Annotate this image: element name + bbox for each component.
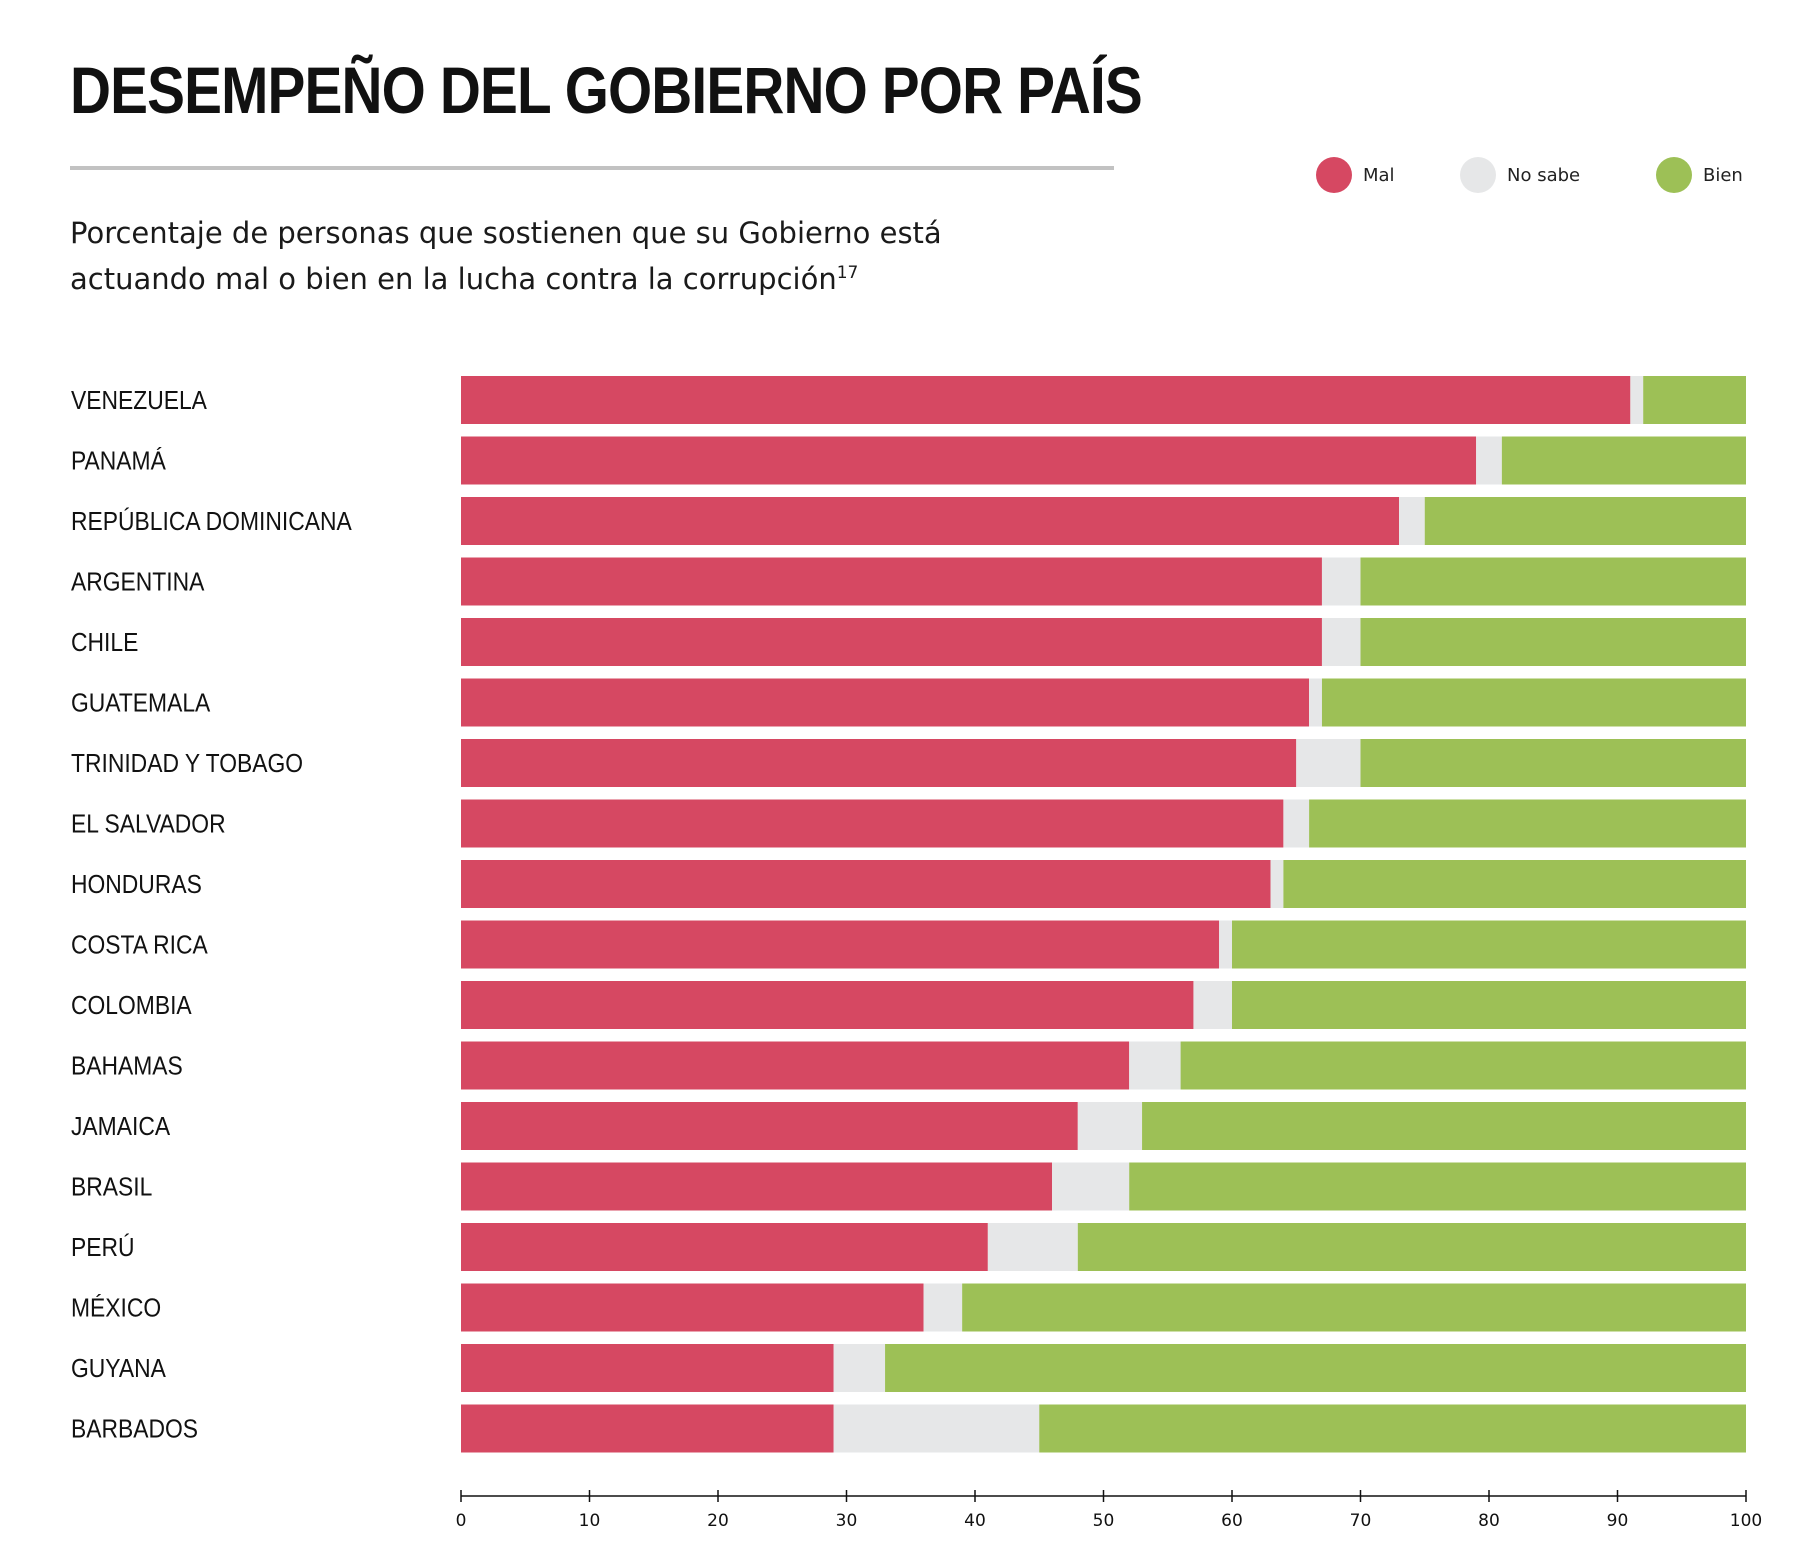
bar-mal-bahamas	[461, 1041, 1130, 1090]
bar-no-sabe-argentina	[1321, 557, 1361, 606]
footnote-marker: 17	[836, 263, 859, 283]
country-label-panama: PANAMÁ	[71, 447, 166, 476]
legend-label-bien: Bien	[1703, 164, 1743, 186]
bar-no-sabe-guyana	[833, 1344, 886, 1392]
bar-bien-jamaica	[1142, 1102, 1746, 1150]
bar-no-sabe-jamaica	[1077, 1102, 1143, 1150]
bar-no-sabe-bahamas	[1129, 1041, 1181, 1090]
country-label-guatemala: GUATEMALA	[71, 689, 211, 718]
x-tick-label-90: 90	[1607, 1511, 1629, 1531]
bar-mal-republica-dominicana	[461, 497, 1400, 545]
country-label-bahamas: BAHAMAS	[71, 1052, 183, 1081]
bar-mal-honduras	[461, 860, 1271, 908]
bar-mal-peru	[461, 1223, 988, 1271]
bar-bien-colombia	[1232, 981, 1746, 1029]
bar-no-sabe-colombia	[1193, 981, 1232, 1029]
country-label-republica-dominicana: REPÚBLICA DOMINICANA	[71, 508, 352, 537]
country-label-honduras: HONDURAS	[71, 871, 202, 900]
country-label-chile: CHILE	[71, 629, 138, 658]
country-label-jamaica: JAMAICA	[71, 1113, 171, 1142]
bar-mal-jamaica	[461, 1102, 1078, 1150]
bar-mal-trinidad-y-tobago	[461, 739, 1297, 787]
bar-bien-costa-rica	[1232, 920, 1746, 969]
bar-bien-venezuela	[1643, 376, 1746, 424]
country-label-guyana: GUYANA	[71, 1355, 166, 1384]
x-tick-label-60: 60	[1221, 1511, 1243, 1531]
x-tick-label-100: 100	[1730, 1511, 1762, 1531]
legend-item-bien: Bien	[1656, 157, 1743, 193]
bar-bien-trinidad-y-tobago	[1360, 739, 1746, 787]
bar-bien-peru	[1077, 1223, 1746, 1271]
bar-no-sabe-costa-rica	[1219, 920, 1232, 969]
bar-bien-brasil	[1129, 1162, 1746, 1211]
bar-mal-brasil	[461, 1162, 1053, 1211]
bar-mal-barbados	[461, 1404, 834, 1453]
bar-mal-colombia	[461, 981, 1194, 1029]
bar-bien-guyana	[885, 1344, 1746, 1392]
country-label-mexico: MÉXICO	[71, 1294, 161, 1323]
bar-bien-chile	[1360, 618, 1746, 666]
legend-label-no-sabe: No sabe	[1507, 164, 1581, 186]
legend-swatch-bien	[1656, 157, 1692, 193]
x-tick-label-20: 20	[707, 1511, 729, 1531]
bar-mal-guatemala	[461, 678, 1310, 727]
bar-no-sabe-mexico	[923, 1283, 963, 1332]
country-label-brasil: BRASIL	[71, 1173, 152, 1202]
bar-no-sabe-peru	[987, 1223, 1078, 1271]
legend-swatch-mal	[1316, 157, 1352, 193]
bar-bien-argentina	[1360, 557, 1746, 606]
bar-mal-guyana	[461, 1344, 834, 1392]
country-label-venezuela: VENEZUELA	[71, 387, 208, 416]
bar-bien-mexico	[962, 1283, 1746, 1332]
bar-no-sabe-republica-dominicana	[1399, 497, 1425, 545]
x-tick-label-40: 40	[964, 1511, 986, 1531]
country-label-el-salvador: EL SALVADOR	[71, 810, 226, 839]
bar-bien-panama	[1501, 436, 1746, 485]
bar-mal-mexico	[461, 1283, 924, 1332]
bar-no-sabe-barbados	[833, 1404, 1040, 1453]
chart-title: DESEMPEÑO DEL GOBIERNO POR PAÍS	[70, 53, 1143, 127]
bar-bien-barbados	[1039, 1404, 1746, 1453]
country-label-barbados: BARBADOS	[71, 1415, 198, 1444]
legend-item-mal: Mal	[1316, 157, 1395, 193]
country-label-argentina: ARGENTINA	[71, 568, 205, 597]
x-tick-label-50: 50	[1093, 1511, 1115, 1531]
subtitle-line-2: actuando mal o bien en la lucha contra l…	[70, 262, 837, 296]
x-tick-label-0: 0	[456, 1511, 467, 1531]
bar-mal-argentina	[461, 557, 1322, 606]
bar-bien-guatemala	[1321, 678, 1746, 727]
bar-mal-el-salvador	[461, 799, 1284, 848]
bar-no-sabe-guatemala	[1309, 678, 1322, 727]
legend-item-no-sabe: No sabe	[1460, 157, 1580, 193]
chart-subtitle: Porcentaje de personas que sostienen que…	[70, 210, 1070, 302]
bar-no-sabe-brasil	[1052, 1162, 1130, 1211]
x-tick-label-70: 70	[1350, 1511, 1372, 1531]
bar-bien-republica-dominicana	[1424, 497, 1746, 545]
legend-label-mal: Mal	[1363, 164, 1395, 186]
bar-bien-bahamas	[1180, 1041, 1746, 1090]
title-divider	[70, 166, 1114, 170]
bar-mal-chile	[461, 618, 1322, 666]
bar-mal-panama	[461, 436, 1477, 485]
bar-no-sabe-honduras	[1270, 860, 1284, 908]
legend-swatch-no-sabe	[1460, 157, 1496, 193]
bar-no-sabe-trinidad-y-tobago	[1296, 739, 1361, 787]
country-label-trinidad-y-tobago: TRINIDAD Y TOBAGO	[71, 750, 303, 779]
bar-bien-el-salvador	[1309, 799, 1746, 848]
country-label-costa-rica: COSTA RICA	[71, 931, 208, 960]
bar-no-sabe-venezuela	[1630, 376, 1644, 424]
x-tick-label-30: 30	[836, 1511, 858, 1531]
bar-bien-honduras	[1283, 860, 1746, 908]
bar-mal-venezuela	[461, 376, 1631, 424]
bar-no-sabe-panama	[1476, 436, 1502, 485]
bar-mal-costa-rica	[461, 920, 1220, 969]
country-label-peru: PERÚ	[71, 1234, 135, 1263]
bar-no-sabe-chile	[1321, 618, 1361, 666]
country-label-colombia: COLOMBIA	[71, 992, 192, 1021]
x-tick-label-10: 10	[579, 1511, 601, 1531]
bar-no-sabe-el-salvador	[1283, 799, 1310, 848]
subtitle-line-1: Porcentaje de personas que sostienen que…	[70, 216, 942, 250]
x-tick-label-80: 80	[1478, 1511, 1500, 1531]
